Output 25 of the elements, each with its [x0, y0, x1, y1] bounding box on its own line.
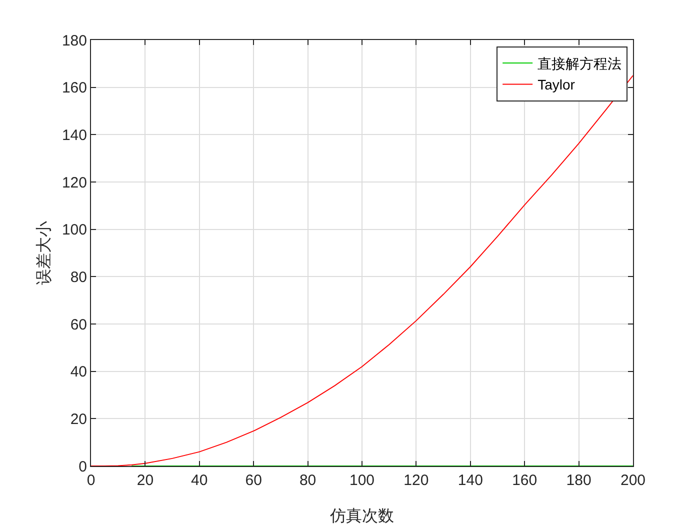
- y-tick-label: 0: [78, 458, 87, 476]
- x-tick-label: 200: [620, 472, 646, 489]
- x-tick-label: 40: [191, 472, 208, 489]
- x-tick-label: 180: [566, 472, 592, 489]
- x-tick-label: 160: [512, 472, 538, 489]
- y-tick-label: 100: [62, 222, 87, 239]
- x-tick-label: 60: [245, 472, 262, 489]
- y-tick-label: 80: [70, 268, 87, 286]
- x-tick-label: 120: [404, 472, 429, 489]
- y-tick-label: 40: [70, 364, 87, 381]
- legend-label: Taylor: [538, 76, 576, 93]
- y-tick-label: 180: [62, 32, 87, 50]
- x-tick-label: 20: [136, 472, 154, 489]
- x-tick-label: 100: [349, 472, 375, 489]
- y-tick-label: 20: [70, 410, 87, 428]
- y-tick-label: 160: [62, 80, 87, 97]
- y-tick-label: 120: [62, 174, 87, 192]
- y-tick-label: 60: [70, 316, 87, 334]
- line-series: [91, 75, 633, 466]
- legend-label: 直接解方程法: [538, 55, 622, 72]
- y-tick-label: 140: [62, 126, 87, 144]
- x-tick-label: 140: [458, 472, 483, 489]
- y-axis-title: 误差大小: [35, 221, 53, 285]
- x-axis-title: 仿真次数: [329, 507, 394, 525]
- x-tick-label: 80: [299, 472, 316, 489]
